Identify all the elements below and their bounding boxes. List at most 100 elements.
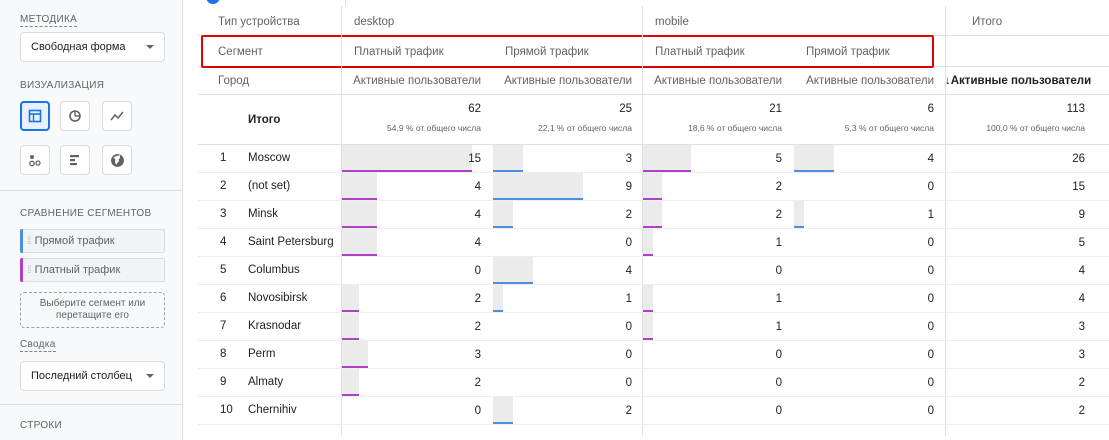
- viz-section-title: ВИЗУАЛИЗАЦИЯ: [20, 80, 105, 91]
- table-row[interactable]: 10 Chernihiv 0 2 0 0 2: [198, 397, 1109, 425]
- compare-section-title: СРАВНЕНИЕ СЕГМЕНТОВ: [20, 208, 152, 219]
- chevron-down-icon: [146, 374, 154, 378]
- segment-bar-line: [643, 310, 653, 312]
- city-name: Novosibirsk: [248, 292, 308, 304]
- viz-map-button[interactable]: [102, 145, 132, 175]
- method-select[interactable]: Свободная форма: [20, 32, 165, 62]
- segment-chip-direct[interactable]: ⁞⁞ Прямой трафик: [20, 229, 165, 253]
- table-row[interactable]: 1 Moscow 15 3 5 4 26: [198, 145, 1109, 173]
- summary-section-title: Сводка: [20, 339, 56, 352]
- settings-sidebar: МЕТОДИКА Свободная форма ВИЗУАЛИЗАЦИЯ СР…: [0, 0, 183, 440]
- segment-drop-zone[interactable]: Выберите сегмент или перетащите его: [20, 292, 165, 328]
- cell-value: 0: [625, 237, 632, 249]
- table-row[interactable]: 5 Columbus 0 4 0 0 4: [198, 257, 1109, 285]
- metric-header[interactable]: Активные пользователи: [353, 75, 481, 87]
- cell-value: 0: [927, 181, 934, 193]
- segment-bar-line: [493, 310, 503, 312]
- segment-header-mobile-paid: Платный трафик: [655, 46, 745, 58]
- table-row[interactable]: 8 Perm 3 0 0 0 3: [198, 341, 1109, 369]
- cell-value: 0: [775, 377, 782, 389]
- segment-header-mobile-direct: Прямой трафик: [806, 46, 890, 58]
- row-number: 6: [220, 292, 227, 304]
- cell-value: 2: [474, 321, 481, 333]
- cell-value: 4: [1078, 293, 1085, 305]
- row-number: 10: [220, 404, 233, 416]
- viz-bar-button[interactable]: [60, 145, 90, 175]
- cell-value: 0: [625, 321, 632, 333]
- city-name: Minsk: [248, 208, 279, 220]
- column-separator: [642, 6, 643, 436]
- segment-bar-line: [342, 170, 472, 172]
- cell-value: 4: [927, 153, 934, 165]
- value-bar: [643, 285, 653, 312]
- cell-value: 15: [468, 153, 481, 165]
- cell-value: 2: [775, 181, 782, 193]
- city-name: Moscow: [248, 152, 291, 164]
- total-column-header: Итого: [972, 16, 1003, 28]
- table-row[interactable]: 4 Saint Petersburg 4 0 1 0 5: [198, 229, 1109, 257]
- table-row[interactable]: 6 Novosibirsk 2 1 1 0 4: [198, 285, 1109, 313]
- metric-header[interactable]: Активные пользователи: [504, 75, 632, 87]
- cell-value: 9: [1078, 209, 1085, 221]
- segment-bar-line: [794, 226, 804, 228]
- column-separator: [945, 6, 946, 436]
- cell-value: 0: [927, 405, 934, 417]
- metric-header[interactable]: Активные пользователи: [654, 75, 782, 87]
- total-value: 113: [1066, 103, 1085, 115]
- segment-dimension-label: Сегмент: [218, 46, 263, 58]
- cell-value: 4: [1078, 265, 1085, 277]
- drag-handle-icon[interactable]: ⁞⁞: [27, 235, 31, 247]
- metric-header[interactable]: Активные пользователи: [806, 75, 934, 87]
- total-value: 62: [468, 103, 481, 115]
- value-bar: [493, 201, 513, 228]
- donut-chart-icon: [69, 110, 81, 122]
- total-percent: 100,0 % от общего числа: [986, 123, 1085, 133]
- drag-handle-icon[interactable]: ⁞⁞: [27, 264, 31, 276]
- tab-edge: [345, 0, 346, 6]
- table-row[interactable]: 3 Minsk 4 2 2 1 9: [198, 201, 1109, 229]
- segment-chip-paid[interactable]: ⁞⁞ Платный трафик: [20, 258, 165, 282]
- total-percent: 18,6 % от общего числа: [688, 123, 782, 133]
- total-percent: 54,9 % от общего числа: [387, 123, 481, 133]
- sidebar-divider: [0, 190, 183, 191]
- city-dimension-header[interactable]: Город: [218, 75, 250, 87]
- summary-select[interactable]: Последний столбец: [20, 361, 165, 391]
- row-number: 3: [220, 208, 227, 220]
- cell-value: 3: [1078, 349, 1085, 361]
- line-chart-icon: [110, 111, 124, 121]
- viz-donut-button[interactable]: [60, 101, 90, 131]
- segment-bar-line: [643, 170, 691, 172]
- viz-scatter-button[interactable]: [20, 145, 50, 175]
- city-name: Chernihiv: [248, 404, 297, 416]
- city-name: Krasnodar: [248, 320, 302, 332]
- city-name: (not set): [248, 180, 291, 192]
- totals-label: Итого: [248, 114, 281, 126]
- bar-chart-icon: [70, 155, 79, 166]
- value-bar: [643, 313, 653, 340]
- viz-table-button[interactable]: [20, 101, 50, 131]
- segment-bar-line: [493, 282, 533, 284]
- table-row[interactable]: 9 Almaty 2 0 0 0 2: [198, 369, 1109, 397]
- segment-bar-line: [794, 170, 834, 172]
- sorted-metric-header[interactable]: ↓Активные пользователи: [945, 75, 1092, 87]
- cell-value: 5: [775, 153, 782, 165]
- cell-value: 9: [625, 181, 632, 193]
- segment-bar-line: [342, 198, 377, 200]
- cell-value: 0: [775, 265, 782, 277]
- cell-value: 0: [474, 405, 481, 417]
- cell-value: 0: [474, 265, 481, 277]
- table-row[interactable]: 2 (not set) 4 9 2 0 15: [198, 173, 1109, 201]
- city-name: Almaty: [248, 376, 284, 388]
- cell-value: 2: [1078, 405, 1085, 417]
- viz-line-button[interactable]: [102, 101, 132, 131]
- cell-value: 0: [927, 349, 934, 361]
- segment-color-bar: [20, 258, 23, 282]
- segment-bar-line: [493, 170, 523, 172]
- cell-value: 3: [625, 153, 632, 165]
- table-row[interactable]: 7 Krasnodar 2 0 1 0 3: [198, 313, 1109, 341]
- cell-value: 1: [775, 321, 782, 333]
- value-bar: [342, 369, 359, 396]
- segment-bar-line: [643, 198, 662, 200]
- row-number: 5: [220, 264, 227, 276]
- segment-bar-line: [342, 366, 368, 368]
